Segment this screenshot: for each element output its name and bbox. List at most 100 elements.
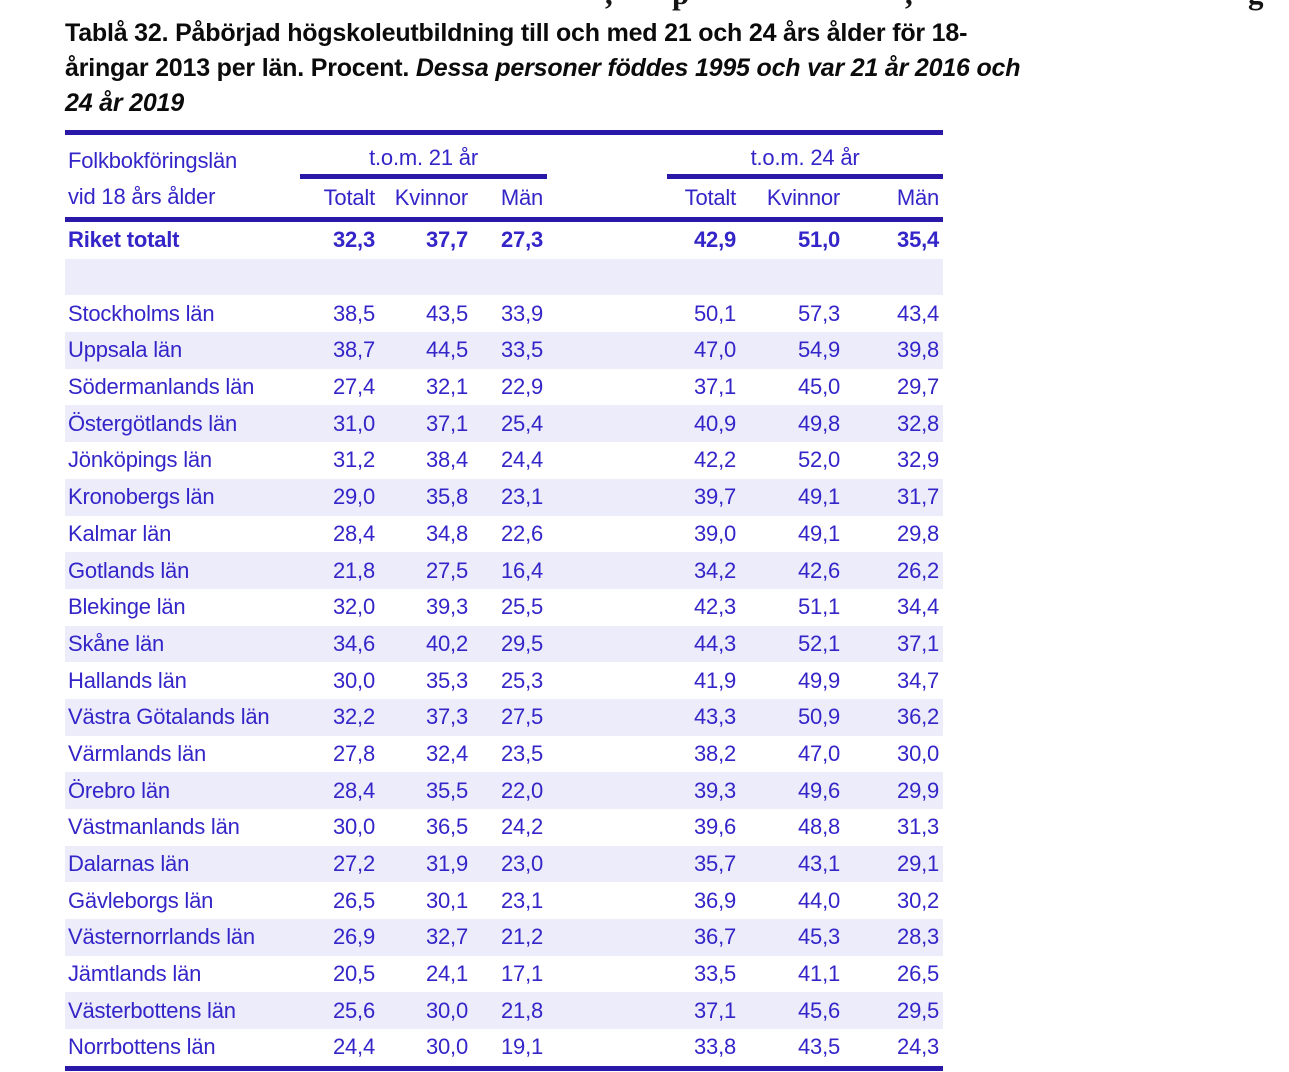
value-cell: 38,5 [332,300,375,326]
value-cell: 30,2 [897,887,940,913]
value-cell: 39,7 [667,478,741,516]
spacer-cell [547,589,667,626]
value-cell: 36,9 [694,887,737,913]
value-cell: 51,1 [798,594,841,620]
value-cell: 50,9 [740,698,845,736]
value-cell: 35,3 [425,667,468,693]
value-cell: 30,0 [332,667,375,693]
value-cell: 39,6 [694,814,737,840]
header-row-sub: vid 18 års ålder Totalt Kvinnor Män Tota… [65,176,944,222]
value-cell: 21,8 [472,992,548,1030]
value-cell: 42,9 [694,227,737,253]
cropped-glyph: , [605,0,613,11]
value-cell: 29,5 [472,625,548,663]
county-name: Västra Götalands län [65,698,300,736]
value-cell: 21,2 [472,919,548,956]
header-folkbokforingslan: Folkbokföringslän [68,147,238,173]
spacer-cell [547,882,667,919]
value-cell: 24,4 [332,1034,375,1060]
county-name: Värmlands län [68,740,207,766]
value-cell: 54,9 [740,332,845,369]
value-cell: 24,1 [425,961,468,987]
value-cell: 39,3 [667,772,741,809]
table-row: Gävleborgs län 26,5 30,1 23,1 36,9 44,0 … [65,882,943,919]
value-cell: 37,1 [694,374,737,400]
value-cell: 31,2 [332,447,375,473]
value-cell: 57,3 [798,300,841,326]
spacer-cell [547,442,667,479]
county-name: Västernorrlands län [65,919,300,956]
county-name: Västmanlands län [68,814,240,840]
value-cell: 16,4 [472,552,548,589]
spacer-cell [547,176,668,222]
value-cell: 36,5 [425,814,468,840]
value-cell: 26,2 [844,552,944,589]
value-cell: 27,3 [501,227,544,253]
header-totalt-21: Totalt [300,176,379,222]
value-cell: 24,2 [501,814,544,840]
value-cell: 31,7 [844,478,944,516]
header-totalt-24: Totalt [667,176,741,222]
table-row: Kronobergs län 29,0 35,8 23,1 39,7 49,1 … [65,478,944,516]
table-row: Västra Götalands län 32,2 37,3 27,5 43,3… [65,698,944,736]
value-cell: 49,1 [740,478,845,516]
value-cell: 29,9 [844,772,944,809]
value-cell: 26,9 [300,919,379,956]
value-cell: 48,8 [798,814,841,840]
value-cell: 40,9 [667,405,741,443]
county-name: Norrbottens län [68,1034,216,1060]
spacer-cell [547,956,667,993]
value-cell: 37,3 [379,698,472,736]
value-cell: 38,2 [694,740,737,766]
spacer-cell [547,405,668,443]
spacer-cell [547,698,668,736]
value-cell: 49,1 [798,520,841,546]
value-cell: 23,1 [501,887,544,913]
cropped-glyph: , [905,0,913,11]
spacer-cell [547,369,667,406]
table-row: Västmanlands län 30,0 36,5 24,2 39,6 48,… [65,809,943,846]
header-man-24: Män [844,176,944,222]
value-cell: 34,2 [667,552,741,589]
value-cell: 32,2 [300,698,379,736]
value-cell: 49,8 [740,405,845,443]
table-row: Blekinge län 32,0 39,3 25,5 42,3 51,1 34… [65,589,943,626]
value-cell: 23,1 [472,478,548,516]
cropped-text-line: , p , g [0,0,1289,11]
county-name: Södermanlands län [68,374,255,400]
value-cell: 41,9 [694,667,737,693]
value-cell: 42,6 [740,552,845,589]
table-body: Riket totalt 32,3 37,7 27,3 42,9 51,0 35… [65,220,944,1069]
value-cell: 39,0 [694,520,737,546]
value-cell: 31,3 [897,814,940,840]
value-cell: 37,1 [844,625,944,663]
table-row: Örebro län 28,4 35,5 22,0 39,3 49,6 29,9 [65,772,944,809]
title-line-3: 24 år 2019 [65,89,184,117]
value-cell: 26,5 [332,887,375,913]
total-row: Riket totalt 32,3 37,7 27,3 42,9 51,0 35… [65,220,943,259]
cropped-glyph: p [672,0,689,11]
header-group-tom-21-ar: t.o.m. 21 år [300,132,548,179]
value-cell: 34,6 [300,625,379,663]
value-cell: 23,5 [501,740,544,766]
value-cell: 45,3 [740,919,845,956]
cropped-glyph: g [1248,0,1264,11]
value-cell: 23,0 [472,845,548,883]
county-name: Hallands län [68,667,187,693]
value-cell: 36,7 [667,919,741,956]
table-row: Stockholms län 38,5 43,5 33,9 50,1 57,3 … [65,295,943,332]
county-name: Blekinge län [68,594,186,620]
value-cell: 37,1 [667,992,741,1030]
value-cell: 33,5 [472,332,548,369]
table-row: Västernorrlands län 26,9 32,7 21,2 36,7 … [65,919,944,956]
spacer-cell [547,625,668,663]
value-cell: 44,3 [667,625,741,663]
value-cell: 31,0 [300,405,379,443]
value-cell: 38,4 [425,447,468,473]
value-cell: 51,0 [798,227,841,253]
header-man-21: Män [472,176,548,222]
value-cell: 40,2 [379,625,472,663]
value-cell: 22,6 [501,520,544,546]
value-cell: 27,5 [472,698,548,736]
value-cell: 47,0 [798,740,841,766]
